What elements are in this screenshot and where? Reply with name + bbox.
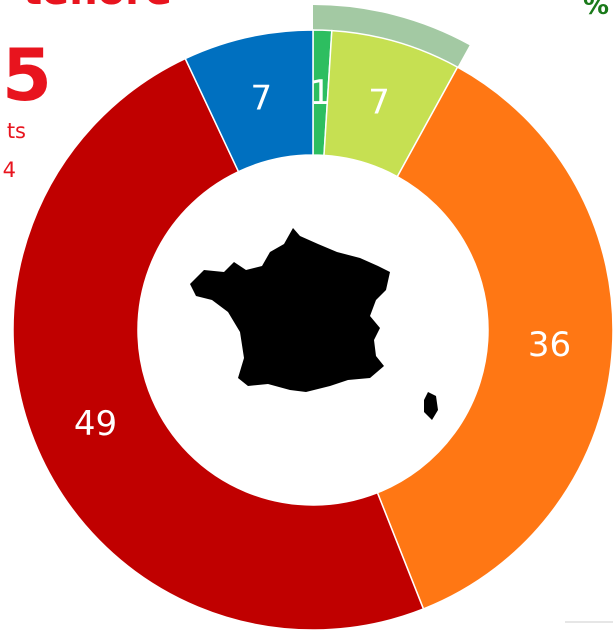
segment-label: 1	[310, 73, 332, 113]
segment-label: 7	[368, 82, 390, 122]
segment	[376, 66, 613, 610]
segment-label: 7	[250, 79, 272, 119]
segment-label: 49	[74, 404, 117, 444]
subtitle: 4	[3, 158, 16, 182]
segment	[12, 57, 425, 631]
subtitle: ts	[7, 119, 26, 143]
france-map	[190, 228, 438, 420]
corner-text: %	[583, 0, 609, 21]
segment	[184, 29, 314, 173]
total: 35	[0, 33, 52, 117]
chart-title: tenore	[23, 0, 172, 14]
segment-label: 36	[528, 325, 571, 365]
highlight	[313, 4, 470, 68]
segments: 1 7 36 49 7	[12, 29, 613, 631]
